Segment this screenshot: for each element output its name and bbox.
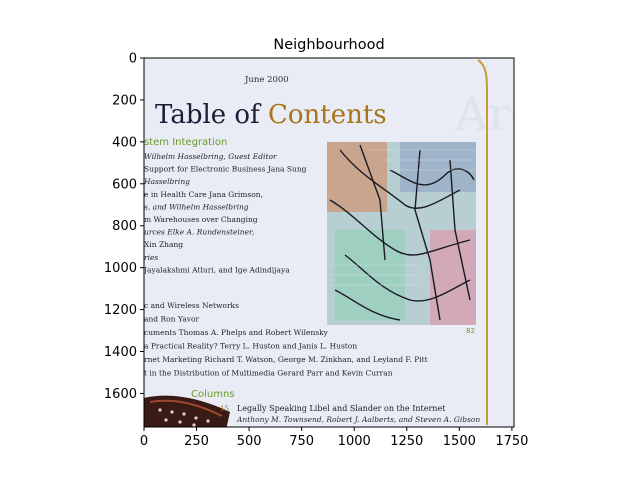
x-tick-label: 1750: [495, 434, 528, 449]
photo-patch-b: [400, 142, 476, 192]
y-tick-label: 400: [112, 135, 137, 150]
corner-object-spots: [158, 408, 210, 427]
document-image: Archit tion June 2000 Table of Contents …: [143, 58, 599, 427]
y-tick-label: 1600: [104, 387, 137, 402]
photo-text-lines: [330, 149, 475, 286]
toc-line: Xin Zhang: [144, 240, 183, 249]
x-tick-label: 750: [289, 434, 314, 449]
toc-line: m Warehouses over Changing: [144, 215, 258, 224]
toc-line: rnet Marketing Richard T. Watson, George…: [144, 355, 428, 364]
toc-heading-part1: Table of: [155, 100, 268, 130]
section-heading: stem Integration: [144, 137, 227, 148]
toc-line: c and Wireless Networks: [144, 301, 239, 310]
y-tick-label: 800: [112, 219, 137, 234]
y-tick-label: 1200: [104, 303, 137, 318]
column-authors: Anthony M. Townsend, Robert J. Aalberts,…: [236, 415, 480, 424]
y-tick-label: 0: [129, 52, 137, 67]
y-tick-label: 600: [112, 177, 137, 192]
toc-line: s, and Wilhelm Hasselbring: [144, 202, 249, 211]
y-axis: 0 200 400 600 800 1000 1200 1400 1600: [104, 52, 144, 402]
x-tick-label: 500: [237, 434, 262, 449]
chart-title: Neighbourhood: [273, 37, 384, 53]
y-tick-label: 200: [112, 93, 137, 108]
x-tick-label: 1000: [338, 434, 371, 449]
toc-line: Hasselbring: [143, 177, 190, 186]
toc-line: ries: [144, 253, 158, 262]
x-tick-label: 250: [184, 434, 209, 449]
photo-page-number: 82: [466, 327, 475, 335]
corner-object-highlight: [149, 399, 223, 417]
toc-line: t in the Distribution of Multimedia Gera…: [144, 369, 393, 378]
axes-frame: [143, 57, 515, 428]
watermark-text: Archit: [454, 87, 599, 141]
x-tick-label: 1500: [443, 434, 476, 449]
photo-patch-a: [327, 142, 387, 212]
toc-lines: Wilhelm Hasselbring, Guest Editor Support…: [143, 152, 307, 274]
toc-line: Wilhelm Hasselbring, Guest Editor: [144, 152, 277, 161]
y-tick-label: 1400: [104, 345, 137, 360]
gold-rule: [477, 59, 488, 425]
toc-line: and Ron Yavor: [144, 315, 199, 324]
toc-lines-2: c and Wireless Networks and Ron Yavor cume…: [144, 301, 428, 378]
hand-outlines: [329, 144, 475, 321]
issue-date: June 2000: [244, 75, 289, 85]
x-tick-label: 1250: [390, 434, 423, 449]
x-axis: 0 250 500 750 1000 1250 1500 1750: [140, 427, 528, 449]
toc-heading: Table of Contents: [155, 100, 387, 130]
toc-line: cuments Thomas A. Phelps and Robert Wile…: [144, 328, 329, 337]
toc-line: a Practical Reality? Terry L. Huston and…: [144, 342, 357, 351]
toc-heading-part2: Contents: [268, 100, 387, 130]
column-page-number: 15: [220, 405, 229, 413]
columns-label: Columns: [191, 389, 235, 400]
toc-line: Support for Electronic Business Jana Sun…: [144, 165, 307, 174]
toc-line: e in Health Care Jana Grimson,: [144, 190, 263, 199]
y-tick-label: 1000: [104, 261, 137, 276]
x-tick-label: 0: [140, 434, 148, 449]
toc-line: Jayalakshmi Atluri, and Ige Adindijaya: [143, 265, 290, 274]
cover-photo: [327, 142, 476, 325]
toc-line: urces Elke A. Rundensteiner,: [144, 228, 254, 237]
column-title: Legally Speaking Libel and Slander on th…: [237, 404, 446, 413]
